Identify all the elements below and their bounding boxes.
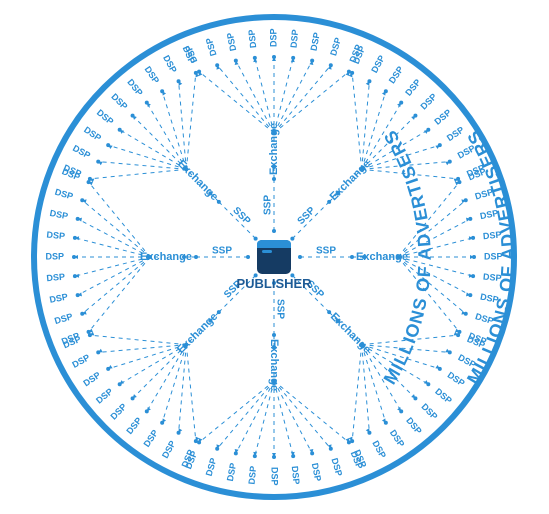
dsp-label: DSP <box>268 28 278 47</box>
dsp-label: DSP <box>46 229 65 241</box>
dsp-label: DSP <box>388 428 407 449</box>
dsp-label: DSP <box>483 272 502 284</box>
dsp-label: DSP <box>225 32 238 52</box>
dsp-label: DSP <box>49 292 69 305</box>
dsp-label: DSP <box>161 53 179 74</box>
dsp-label: DSP <box>70 352 91 370</box>
ssp-label: SSP <box>212 246 232 257</box>
exchange-label: Exchange <box>328 311 373 356</box>
ssp-label: SSP <box>316 246 336 257</box>
dsp-label: DSP <box>404 415 423 436</box>
dsp-label: DSP <box>142 428 161 449</box>
dsp-label: DSP <box>95 107 116 126</box>
dsp-label: DSP <box>445 125 466 144</box>
dsp-label: DSP <box>54 187 75 202</box>
dsp-label: DSP <box>484 251 503 261</box>
ssp-label: SSP <box>263 195 274 215</box>
dsp-label: DSP <box>124 415 143 436</box>
dsp-label: DSP <box>482 229 501 241</box>
dsp-label: DSP <box>94 386 115 405</box>
ssp-label: SSP <box>296 205 318 227</box>
dsp-label: DSP <box>309 32 322 52</box>
dsp-label: DSP <box>479 292 499 305</box>
dsp-label: DSP <box>204 37 219 58</box>
exchange-label: Exchange <box>175 158 220 203</box>
dsp-label: DSP <box>387 64 406 85</box>
ssp-label: SSP <box>274 299 285 319</box>
dsp-label: DSP <box>181 44 197 65</box>
dsp-label: DSP <box>108 402 128 422</box>
dsp-label: DSP <box>328 36 343 57</box>
dsp-label: DSP <box>204 457 219 478</box>
dsp-label: DSP <box>370 439 388 460</box>
dsp-label: DSP <box>46 272 65 284</box>
dsp-label: DSP <box>289 29 301 48</box>
adtech-radial-diagram: MILLIONS OF ADVERTISERSMILLIONS OF ADVER… <box>0 0 549 514</box>
ssp-label: SSP <box>230 205 252 227</box>
dsp-label: DSP <box>109 91 129 111</box>
dsp-label: DSP <box>71 143 92 161</box>
dsp-label: DSP <box>225 462 238 482</box>
dsp-label: DSP <box>125 77 144 98</box>
dsp-label: DSP <box>432 107 453 126</box>
dsp-label: DSP <box>310 462 323 482</box>
dsp-label: DSP <box>143 64 162 85</box>
dsp-label: DSP <box>53 311 74 326</box>
dsp-label: DSP <box>369 53 387 74</box>
dsp-label: DSP <box>49 208 69 221</box>
publisher-label: PUBLISHER <box>236 276 312 291</box>
dsp-label: DSP <box>329 457 344 478</box>
exchange-label: Exchange <box>175 311 220 356</box>
dsp-label: DSP <box>81 370 102 389</box>
dsp-label: DSP <box>270 467 280 486</box>
dsp-label: DSP <box>403 77 422 98</box>
dsp-label: DSP <box>433 386 454 405</box>
dsp-label: DSP <box>419 91 439 111</box>
dsp-label: DSP <box>446 370 467 389</box>
dsp-label: DSP <box>419 402 439 422</box>
dsp-label: DSP <box>82 125 103 144</box>
exchange-label: Exchange <box>328 158 373 203</box>
dsp-label: DSP <box>45 251 64 261</box>
dsp-label: DSP <box>160 439 178 460</box>
dsp-label: DSP <box>290 465 302 484</box>
dsp-label: DSP <box>246 465 258 484</box>
dsp-label: DSP <box>246 29 258 48</box>
